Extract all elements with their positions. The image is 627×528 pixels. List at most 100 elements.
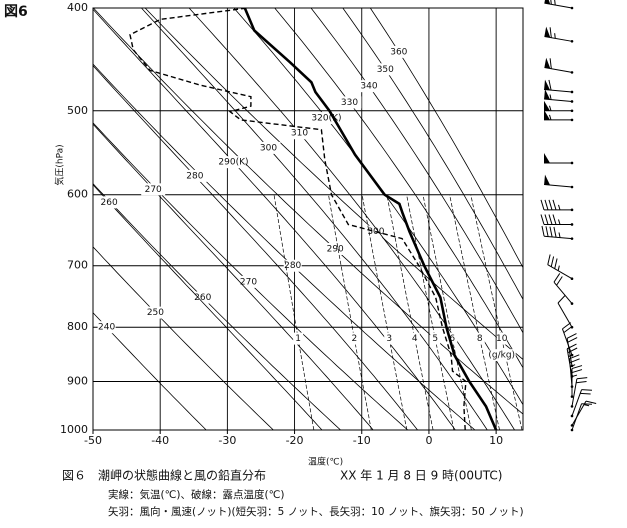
dry-adiabat [93, 122, 409, 430]
barb-long [566, 333, 577, 339]
dry-adiabat-label: 290 [327, 244, 344, 254]
chart-title: 図６ 潮岬の状態曲線と風の鉛直分布 [62, 468, 266, 483]
x-tick-label: -50 [84, 434, 102, 447]
barb-long [576, 381, 587, 384]
dry-adiabat [144, 8, 523, 360]
barb-flag [544, 174, 551, 186]
dry-adiabat [93, 312, 207, 430]
barb-station [570, 237, 574, 240]
mixing-ratio-label: 2 [351, 334, 357, 344]
x-tick-label: -10 [353, 434, 371, 447]
label-bg [356, 80, 381, 93]
label-bg [489, 349, 516, 362]
barb-long [550, 0, 552, 5]
x-axis-label: 温度(℃) [308, 456, 343, 468]
barb-staff [544, 67, 573, 73]
dewpoint-line [129, 8, 467, 430]
moist-adiabat [188, 8, 515, 430]
temperature-line [243, 8, 498, 430]
mixing-ratio-label: 8 [477, 334, 483, 344]
moist-adiabat [342, 8, 523, 301]
barb-long [544, 214, 549, 225]
barb-short [558, 204, 561, 210]
mixing-ratio-line [406, 194, 455, 430]
barb-long [548, 79, 552, 91]
wind-barb [544, 26, 574, 43]
barb-short [549, 114, 552, 121]
barb-short [549, 94, 552, 100]
label-bg [97, 196, 122, 209]
barb-staff [571, 378, 578, 407]
label-bg [326, 242, 345, 255]
wind-barb [544, 79, 574, 94]
barb-staff [571, 389, 583, 417]
barb-flag [544, 79, 551, 91]
barb-station [570, 208, 574, 212]
barb-long [540, 214, 545, 225]
moist-adiabat-label: 360 [390, 47, 407, 57]
label-bg [293, 332, 304, 345]
dry-adiabat [93, 246, 274, 430]
label-bg [337, 96, 362, 109]
barb-flag [544, 100, 550, 111]
barb-long [554, 0, 556, 6]
label-bg [193, 291, 212, 304]
mixing-ratio-line [361, 194, 408, 430]
moist-adiabat [93, 123, 374, 430]
moist-adiabat-label: 310 [291, 129, 308, 139]
moist-adiabat-label: 340 [360, 82, 377, 92]
barb-long [566, 343, 577, 350]
barb-station [570, 428, 574, 432]
dry-adiabat-label: 270 [240, 277, 257, 287]
barb-staff [544, 235, 573, 240]
mixing-ratio-label: 5 [432, 334, 438, 344]
barb-station [570, 405, 574, 408]
barb-long [548, 214, 553, 225]
barb-long [580, 392, 591, 395]
barb-short [571, 374, 578, 378]
mixing-ratio-line [449, 194, 500, 430]
barb-long [571, 365, 583, 370]
barb-staff [561, 328, 573, 356]
mixing-ratio-label: 6 [449, 334, 455, 344]
moist-adiabat-label: 320(K) [311, 114, 341, 124]
barb-station [570, 40, 574, 43]
barb-long [544, 199, 549, 210]
barb-flag [544, 57, 551, 69]
barb-flag [544, 153, 550, 163]
label-bg [141, 183, 166, 196]
y-tick-label: 600 [67, 188, 88, 201]
barb-short [557, 265, 560, 271]
diagram-lines: 240250260270280290300260270280290(K)3003… [93, 8, 523, 430]
wind-barb [553, 273, 574, 305]
chart-subtitle: XX 年 1 月 8 日 9 時(00UTC) [340, 469, 502, 483]
moist-adiabat-label: 290(K) [218, 158, 248, 168]
label-bg [146, 306, 165, 319]
wind-barb [544, 174, 574, 189]
barb-short [583, 404, 590, 407]
label-bg [386, 45, 411, 58]
dry-adiabat-label: 260 [194, 293, 211, 303]
barb-station [570, 223, 574, 226]
y-tick-label: 800 [67, 320, 88, 333]
barb-station [570, 424, 574, 427]
dry-adiabat-label: 250 [147, 308, 164, 318]
moist-adiabat-label: 300 [260, 143, 277, 153]
barb-short [570, 364, 576, 368]
dry-adiabat [93, 63, 476, 430]
moist-adiabat [93, 65, 418, 430]
moist-adiabat [274, 8, 523, 369]
mixing-ratio-line [386, 194, 434, 430]
label-bg [182, 169, 207, 182]
label-bg [496, 332, 507, 345]
y-tick-label: 1000 [60, 423, 88, 436]
barb-station [570, 395, 574, 398]
note: 矢羽：風向・風速(ノット)(短矢羽：5 ノット、長矢羽：10 ノット、旗矢羽：5… [108, 505, 524, 518]
mixing-ratio-label: 3 [386, 334, 392, 344]
label-bg [349, 332, 360, 345]
moist-adiabat-label: 280 [186, 171, 203, 181]
wind-barb [544, 89, 574, 103]
label-bg [373, 63, 398, 76]
barb-long [541, 225, 545, 237]
label-bg [287, 127, 312, 140]
